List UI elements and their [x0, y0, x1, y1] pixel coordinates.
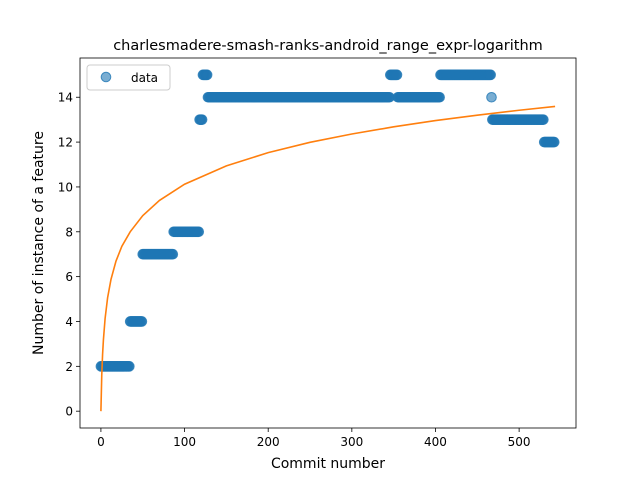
x-tick-label: 0 — [97, 435, 105, 449]
x-tick-label: 500 — [508, 435, 531, 449]
data-point — [201, 69, 213, 81]
x-axis-ticks: 0 100 200 300 400 500 — [97, 428, 531, 449]
legend-box — [86, 64, 171, 91]
y-tick-label: 8 — [65, 225, 73, 239]
data-point — [193, 226, 205, 238]
chart-title: charlesmadere-smash-ranks-android_range_… — [113, 38, 543, 54]
data-points — [95, 69, 560, 372]
x-tick-label: 100 — [173, 435, 196, 449]
y-tick-label: 10 — [58, 180, 73, 194]
x-tick-label: 400 — [424, 435, 447, 449]
x-tick-label: 300 — [340, 435, 363, 449]
data-point — [548, 136, 560, 148]
data-point — [486, 91, 497, 103]
y-tick-label: 4 — [65, 315, 73, 329]
data-point — [391, 69, 403, 81]
x-tick-label: 200 — [257, 435, 280, 449]
plot-area-frame — [79, 57, 577, 429]
fit-line-path — [100, 105, 556, 412]
legend-marker-data — [100, 71, 112, 83]
data-point — [167, 248, 179, 260]
y-tick-label: 0 — [65, 405, 73, 419]
y-tick-label: 2 — [65, 360, 73, 374]
y-tick-label: 12 — [58, 136, 73, 150]
data-point — [124, 361, 135, 372]
x-axis-label: Commit number — [271, 456, 385, 472]
legend-label-data: data — [131, 71, 158, 85]
data-point — [538, 114, 549, 125]
data-point — [485, 69, 496, 81]
legend: data — [86, 64, 171, 91]
data-point — [136, 316, 148, 327]
y-tick-label: 6 — [65, 270, 73, 284]
y-tick-label: 14 — [58, 91, 73, 105]
data-point — [434, 91, 445, 103]
data-point — [196, 114, 208, 125]
y-axis-ticks: 0 2 4 6 8 10 12 14 — [58, 91, 80, 419]
y-axis-label: Number of instance of a feature — [31, 131, 47, 355]
fit-line — [100, 105, 556, 412]
